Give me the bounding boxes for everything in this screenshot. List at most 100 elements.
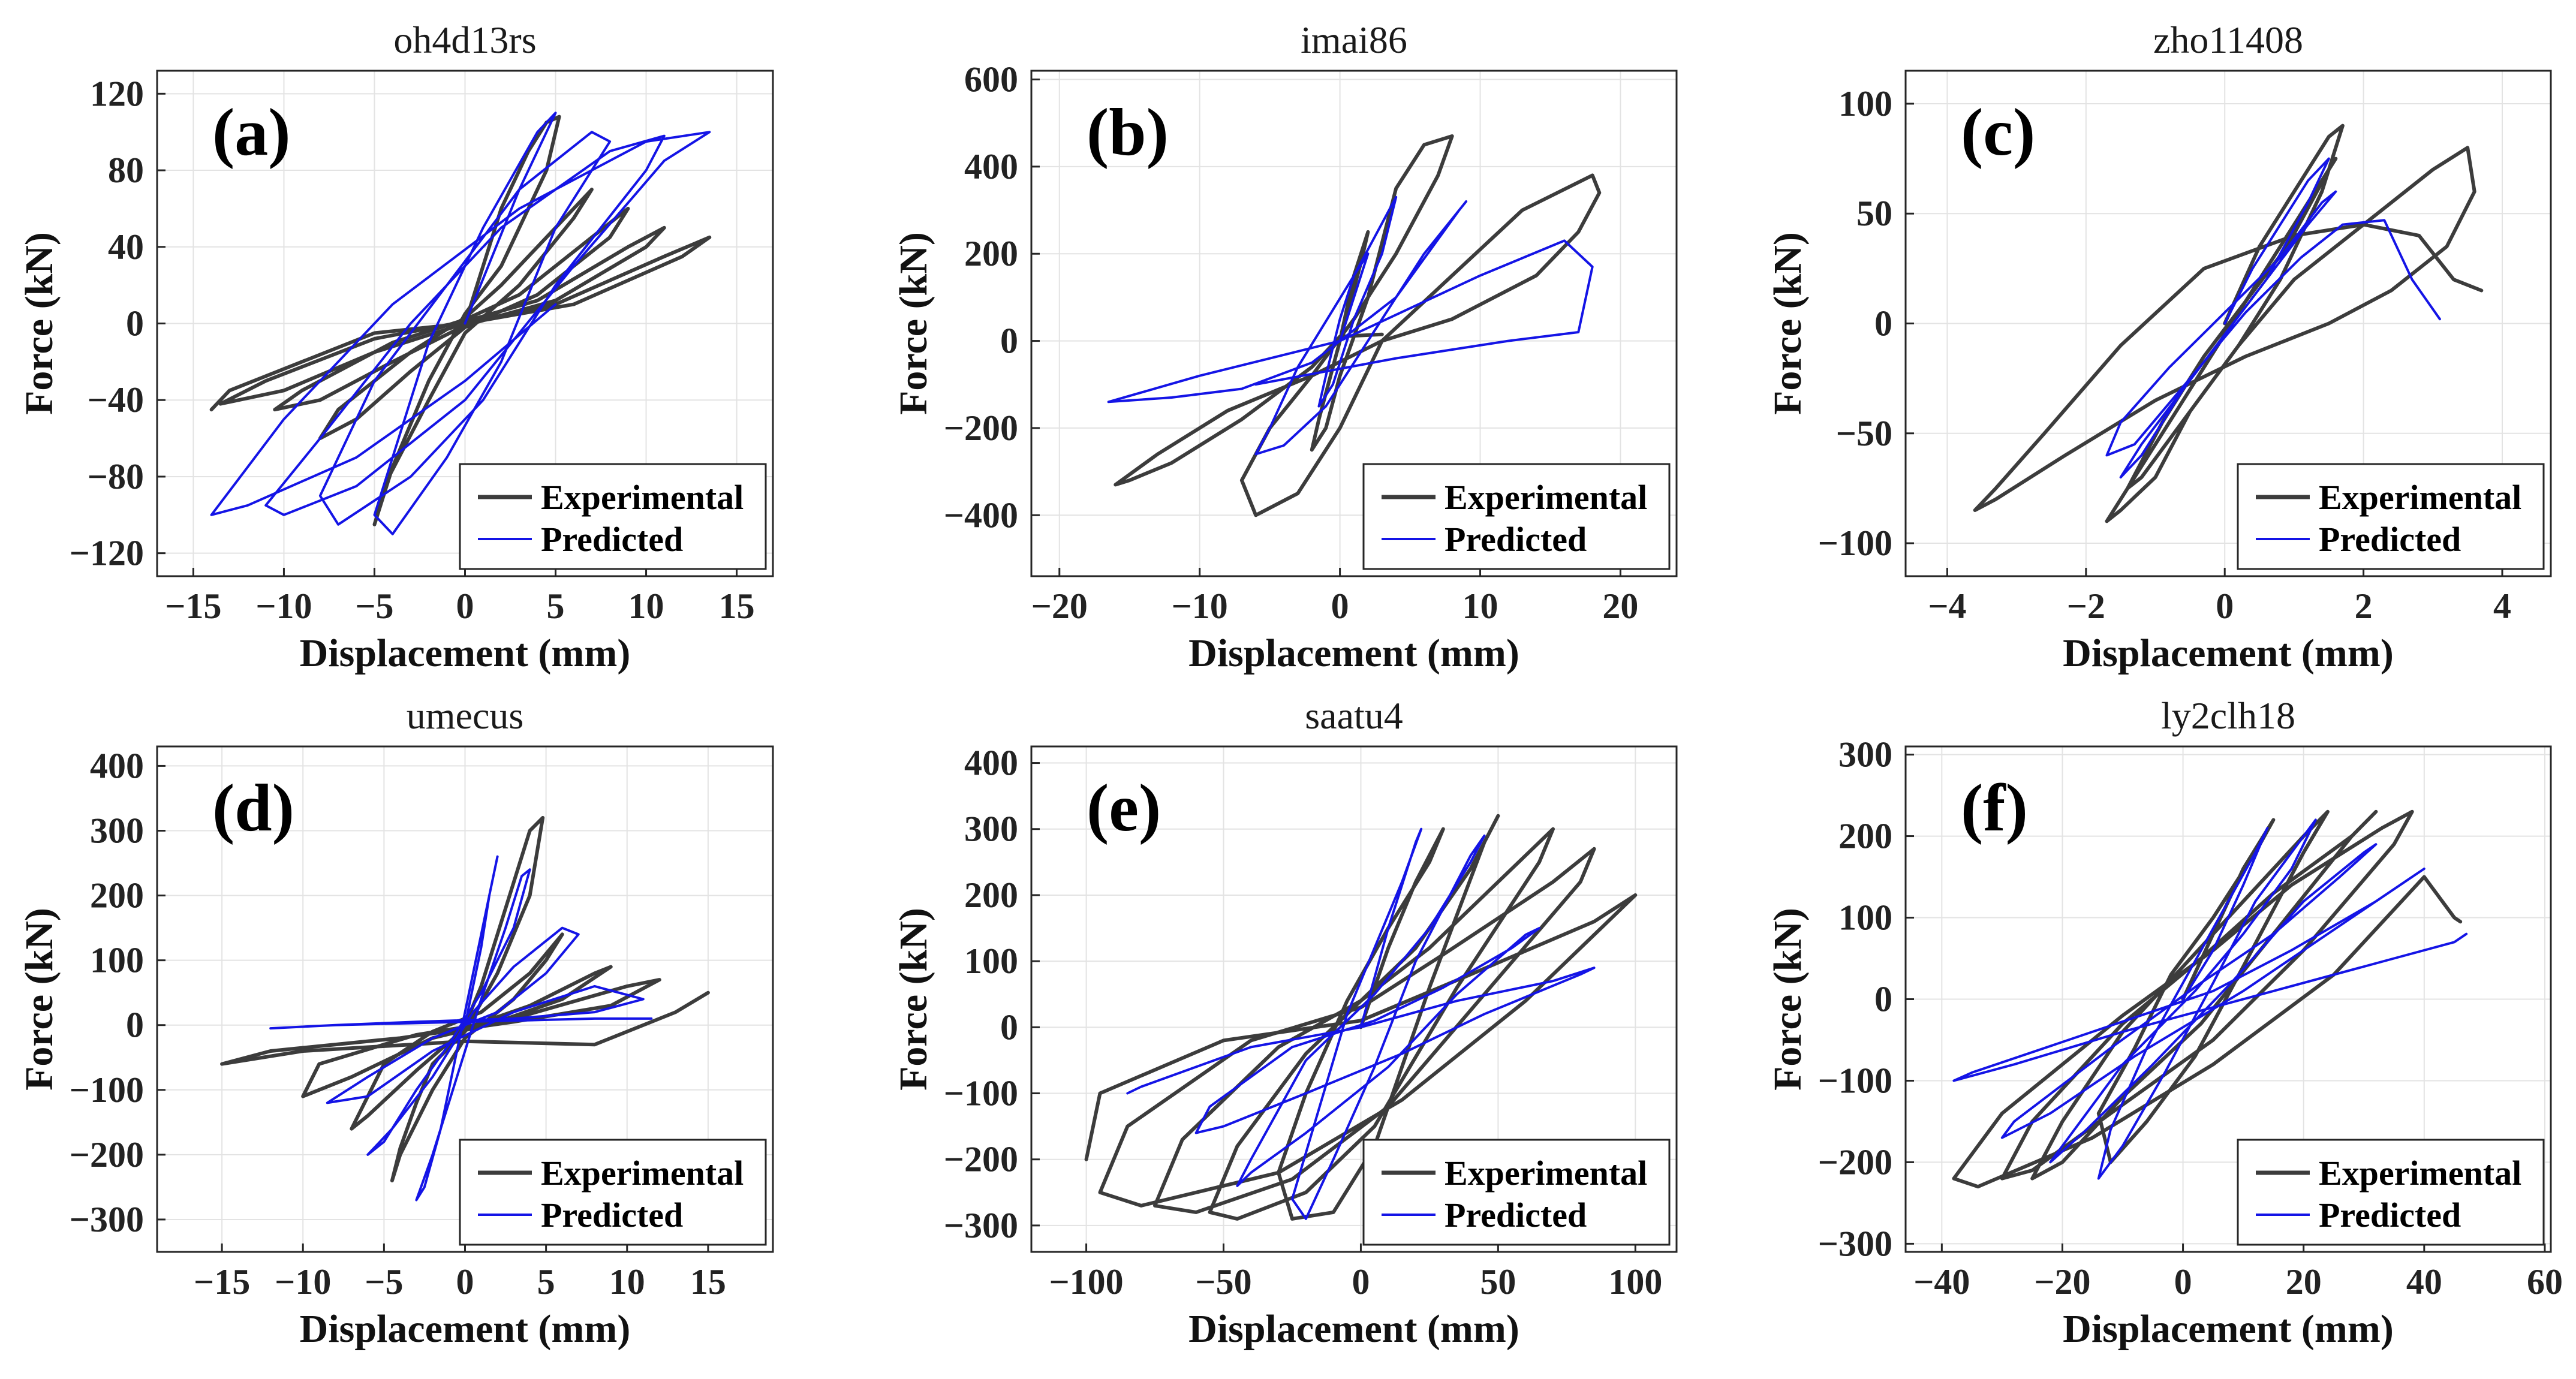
y-axis-label: Force (kN) [17, 908, 61, 1091]
x-tick-label: 100 [1608, 1262, 1662, 1302]
chart-panel-5: −100 −50 0 50 100 −300 −200 −100 0 100 200 300 400 sa… [892, 694, 1678, 1351]
x-tick-label: 40 [2406, 1262, 2442, 1302]
y-tick-label: −200 [70, 1135, 144, 1175]
y-axis-label: Force (kN) [892, 232, 935, 415]
x-tick-label: 0 [2174, 1262, 2192, 1302]
y-tick-label: 400 [90, 746, 144, 785]
panel-label: (d) [212, 771, 294, 845]
chart-title: zho11408 [2153, 19, 2303, 61]
y-tick-label: −100 [1818, 523, 1892, 563]
panel-label: (c) [1961, 95, 2035, 170]
experimental-series-line [1114, 134, 1602, 517]
legend-predicted-label: Predicted [541, 1196, 683, 1235]
y-tick-label: 300 [90, 811, 144, 851]
y-tick-label: 600 [964, 60, 1018, 100]
y-tick-label: 300 [964, 809, 1018, 849]
x-tick-label: −40 [1913, 1262, 1970, 1302]
y-tick-label: −200 [944, 1140, 1018, 1179]
x-tick-label: 15 [690, 1262, 726, 1302]
x-tick-label: −5 [355, 586, 393, 626]
legend-predicted-label: Predicted [1445, 520, 1587, 559]
y-tick-label: 100 [1838, 898, 1892, 938]
y-tick-label: −200 [1818, 1142, 1892, 1182]
y-tick-label: −400 [944, 495, 1018, 535]
y-tick-label: 0 [1000, 321, 1018, 361]
x-tick-label: −15 [194, 1262, 250, 1302]
y-tick-label: 100 [90, 941, 144, 980]
y-tick-label: 0 [1874, 304, 1892, 344]
predicted-series-line [1952, 818, 2468, 1180]
chart-panel-2: −20 −10 0 10 20 −400 −200 0 200 400 600 imai86 (b) Di… [892, 19, 1678, 675]
legend-experimental-label: Experimental [1445, 1154, 1647, 1193]
legend-experimental-label: Experimental [2319, 478, 2521, 517]
plot-frame [1030, 745, 1678, 1253]
legend-box [1362, 463, 1671, 570]
y-tick-label: 400 [964, 743, 1018, 783]
y-tick-label: 100 [1838, 84, 1892, 124]
x-tick-label: −5 [365, 1262, 403, 1302]
y-tick-label: 0 [1874, 980, 1892, 1019]
chart-panel-4: −15 −10 −5 0 5 10 15 −300 −200 −100 0 100 200 300 400 u… [17, 694, 774, 1351]
x-tick-label: −50 [1195, 1262, 1251, 1302]
y-tick-label: −300 [1818, 1224, 1892, 1263]
x-tick-label: −100 [1049, 1262, 1123, 1302]
chart-panel-6: −40 −20 0 20 40 60−300−200−1000100200300ly2cl… [1766, 694, 2563, 1351]
experimental-series-line [1973, 124, 2484, 523]
chart-title: saatu4 [1305, 694, 1403, 737]
predicted-series-line [1107, 195, 1594, 456]
x-tick-label: −10 [255, 586, 312, 626]
y-tick-label: 300 [1838, 735, 1892, 775]
y-tick-label: 0 [1000, 1007, 1018, 1047]
y-axis-label: Force (kN) [1766, 232, 1810, 415]
y-tick-label: −50 [1836, 414, 1892, 453]
x-tick-label: −20 [1031, 586, 1088, 626]
x-tick-label: 2 [2355, 586, 2373, 626]
predicted-series-line [210, 112, 711, 535]
legend-predicted-label: Predicted [2319, 520, 2461, 559]
x-tick-label: 5 [537, 1262, 555, 1302]
panel-label: (a) [212, 95, 291, 170]
x-tick-label: 10 [1462, 586, 1498, 626]
x-tick-label: 50 [1480, 1262, 1516, 1302]
x-tick-label: 0 [456, 586, 474, 626]
x-tick-label: −15 [165, 586, 221, 626]
chart-title: imai86 [1301, 19, 1407, 61]
y-tick-label: 200 [90, 876, 144, 916]
x-axis-label: Displacement (mm) [300, 1307, 631, 1351]
y-tick-label: 0 [126, 1005, 144, 1045]
legend-experimental-label: Experimental [541, 1154, 744, 1193]
y-axis-label: Force (kN) [17, 232, 61, 415]
experimental-series-line [1952, 809, 2463, 1189]
y-axis-label: Force (kN) [1766, 908, 1810, 1091]
y-tick-label: 120 [90, 74, 144, 113]
x-axis-label: Displacement (mm) [2063, 1307, 2394, 1351]
y-tick-label: −200 [944, 408, 1018, 448]
x-tick-label: 60 [2527, 1262, 2563, 1302]
legend-box [459, 1139, 767, 1246]
y-tick-label: −80 [88, 457, 144, 496]
y-tick-label: −100 [70, 1070, 144, 1110]
y-tick-label: −300 [944, 1206, 1018, 1245]
plot-frame [1030, 70, 1678, 577]
legend-box [459, 463, 767, 570]
predicted-series-line [2105, 157, 2441, 479]
y-tick-label: 100 [964, 941, 1018, 981]
x-tick-label: −10 [275, 1262, 331, 1302]
y-tick-label: 400 [964, 147, 1018, 186]
y-tick-label: 200 [964, 234, 1018, 273]
legend-box [2237, 1139, 2545, 1246]
panel-label: (f) [1961, 771, 2028, 845]
x-tick-label: 0 [1352, 1262, 1370, 1302]
x-axis-label: Displacement (mm) [1188, 631, 1519, 675]
legend-box [2237, 463, 2545, 570]
y-tick-label: −40 [88, 380, 144, 420]
x-tick-label: 0 [2216, 586, 2234, 626]
y-tick-label: 0 [126, 304, 144, 344]
chart-title: ly2clh18 [2161, 694, 2295, 737]
